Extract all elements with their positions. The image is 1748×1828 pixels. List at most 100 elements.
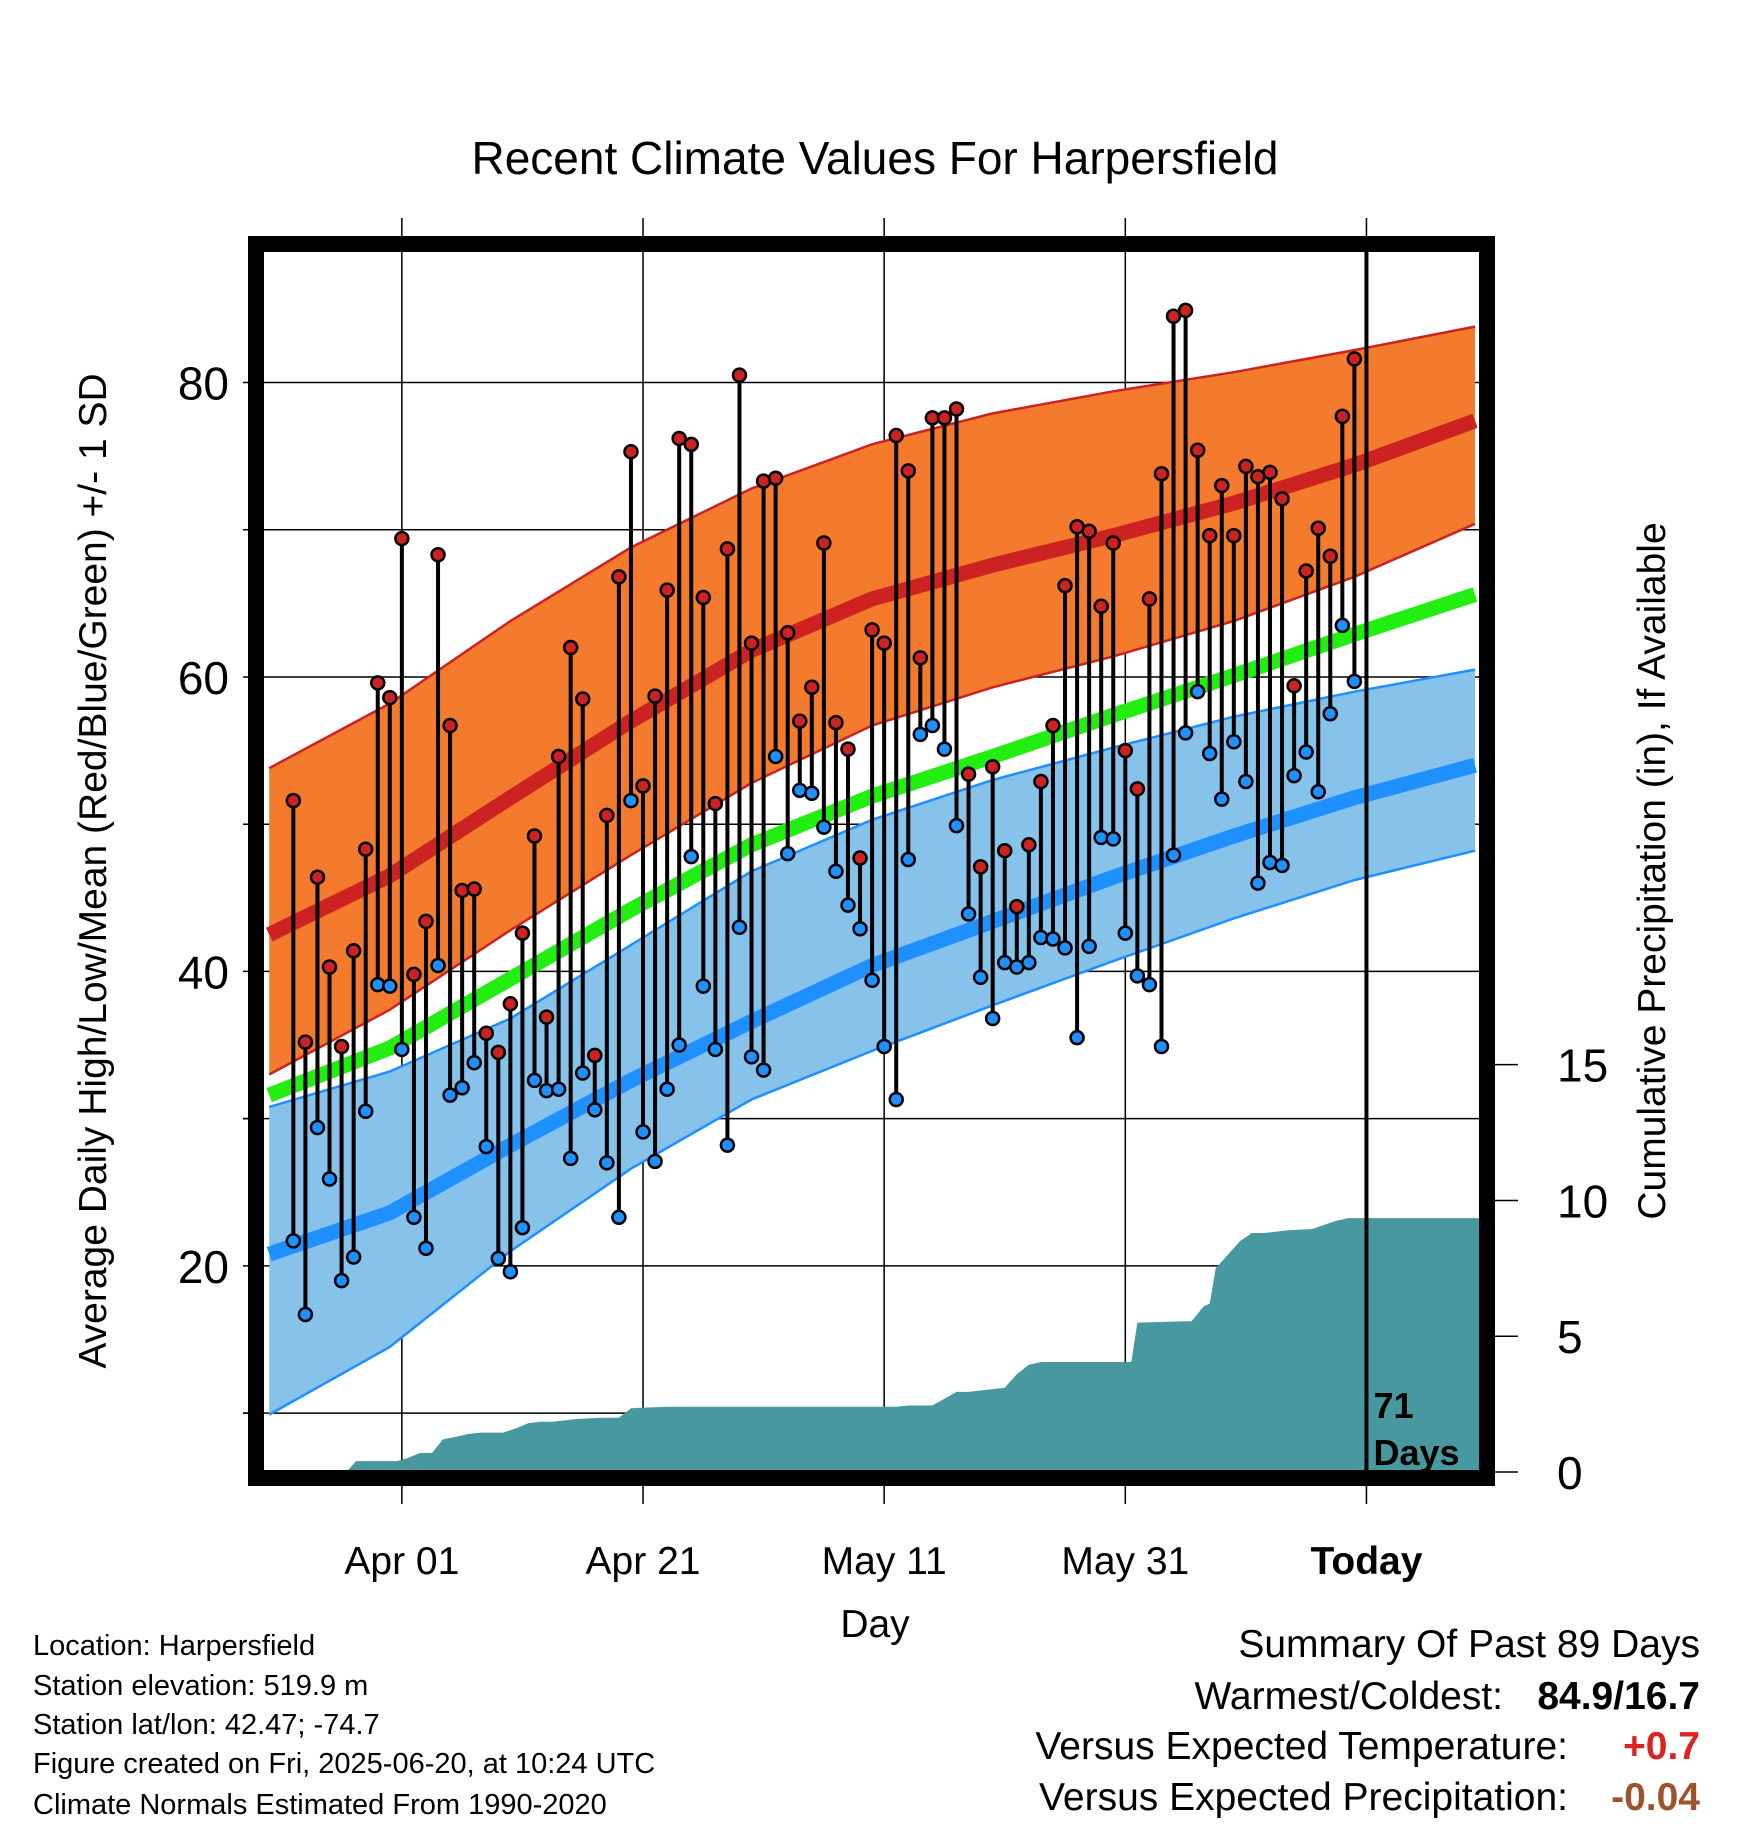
daily-low-point [960, 906, 977, 922]
daily-low-point [333, 1272, 350, 1289]
daily-high-point [466, 881, 482, 897]
daily-low-point [719, 1137, 736, 1153]
y-tick-label: 40 [178, 946, 229, 998]
daily-low-point [948, 817, 965, 834]
y2-tick-label: 0 [1557, 1447, 1583, 1499]
daily-high-point [514, 925, 531, 941]
daily-low-point [900, 851, 917, 868]
daily-low-point [478, 1138, 495, 1155]
daily-high-point [647, 688, 663, 704]
daily-high-point [936, 410, 953, 426]
daily-high-point [599, 807, 615, 824]
daily-high-point [357, 841, 374, 857]
daily-high-point [430, 547, 446, 563]
daily-low-point [876, 1038, 892, 1055]
daily-low-point [623, 792, 639, 809]
daily-high-point [948, 401, 965, 417]
daily-low-point [1057, 940, 1073, 956]
y2-axis-label: Cumulative Precipitation (in), If Availa… [1631, 522, 1674, 1219]
daily-high-point [779, 625, 796, 641]
daily-high-point [1262, 464, 1278, 481]
plot-area: 71 Days 20 40 60 80 0 5 10 15 Apr 01 Apr 21 May 11 Ma… [178, 218, 1608, 1583]
daily-high-point [1021, 837, 1037, 853]
daily-low-point [502, 1264, 519, 1280]
daily-low-point [924, 717, 941, 734]
daily-low-point [671, 1037, 687, 1053]
summary-temp-label: Versus Expected Temperature: [1035, 1725, 1568, 1768]
daily-high-point [1189, 442, 1206, 458]
daily-high-point [1334, 408, 1351, 425]
daily-low-point [1214, 791, 1230, 807]
daily-low-point [1250, 875, 1266, 891]
daily-high-point [1201, 527, 1218, 544]
summary-precip-label: Versus Expected Precipitation: [1039, 1776, 1568, 1819]
daily-high-point [1226, 527, 1242, 544]
meta-normals: Climate Normals Estimated From 1990-2020 [33, 1789, 607, 1821]
daily-low-point [743, 1049, 760, 1065]
daily-low-point [321, 1171, 338, 1187]
daily-low-point [1201, 745, 1218, 762]
daily-low-point [514, 1219, 531, 1236]
daily-high-point [695, 589, 712, 606]
daily-low-point [430, 957, 446, 974]
daily-high-point [478, 1025, 495, 1042]
daily-high-point [1033, 773, 1049, 790]
daily-high-point [394, 530, 410, 547]
daily-high-point [1081, 523, 1097, 539]
daily-high-point [538, 1009, 555, 1025]
meta-latlon: Station lat/lon: 42.47; -74.7 [33, 1709, 380, 1741]
daily-high-point [490, 1044, 507, 1061]
daily-high-point [635, 778, 651, 794]
daily-low-point [1238, 773, 1254, 790]
high-sd-band-upper-edge [268, 325, 1476, 770]
daily-low-point [1226, 733, 1242, 750]
y-tick-label: 80 [178, 358, 229, 410]
daily-low-point [574, 1065, 591, 1081]
daily-high-point [828, 714, 844, 731]
daily-high-point [852, 850, 868, 866]
daily-high-point [382, 689, 398, 706]
daily-low-point [936, 741, 953, 757]
daily-high-point [1009, 898, 1025, 915]
y2-tick-label: 10 [1557, 1175, 1608, 1227]
daily-high-point [333, 1038, 350, 1055]
precip-area [262, 1218, 1481, 1472]
daily-high-point [996, 842, 1013, 859]
daily-low-point [1322, 706, 1339, 722]
daily-low-point [357, 1103, 374, 1120]
daily-low-point [345, 1249, 362, 1265]
daily-low-point [659, 1081, 675, 1097]
today-days-label: Days [1373, 1432, 1459, 1473]
x-axis-label: Day [840, 1603, 910, 1646]
daily-low-point [755, 1062, 772, 1078]
daily-high-point [840, 741, 856, 757]
daily-high-point [526, 828, 543, 844]
daily-low-point [1069, 1029, 1085, 1046]
summary-title: Summary Of Past 89 Days [1238, 1623, 1700, 1666]
daily-low-point [1153, 1038, 1170, 1055]
daily-low-point [599, 1155, 615, 1171]
x-tick-label: May 11 [822, 1540, 947, 1583]
daily-low-point [611, 1209, 627, 1226]
daily-low-point [635, 1124, 651, 1140]
daily-high-point [1117, 742, 1134, 759]
daily-high-point [1153, 466, 1170, 482]
daily-low-point [984, 1010, 1001, 1027]
daily-low-point [1141, 976, 1158, 993]
summary-precip-value: -0.04 [1611, 1776, 1700, 1819]
daily-high-point [562, 639, 579, 656]
daily-high-point [406, 966, 422, 983]
daily-low-point [1189, 683, 1206, 700]
daily-high-point [297, 1034, 314, 1050]
daily-low-point [1105, 831, 1122, 847]
today-days-label: 71 [1373, 1385, 1413, 1426]
daily-low-point [394, 1041, 410, 1058]
normal-high-line [265, 413, 1478, 942]
daily-high-point [611, 569, 627, 585]
daily-low-point [490, 1250, 507, 1267]
x-tick-label: Today [1310, 1540, 1422, 1583]
daily-low-point [1165, 847, 1182, 863]
daily-low-point [828, 863, 844, 880]
daily-high-point [1093, 598, 1109, 615]
daily-high-point [1310, 520, 1326, 537]
